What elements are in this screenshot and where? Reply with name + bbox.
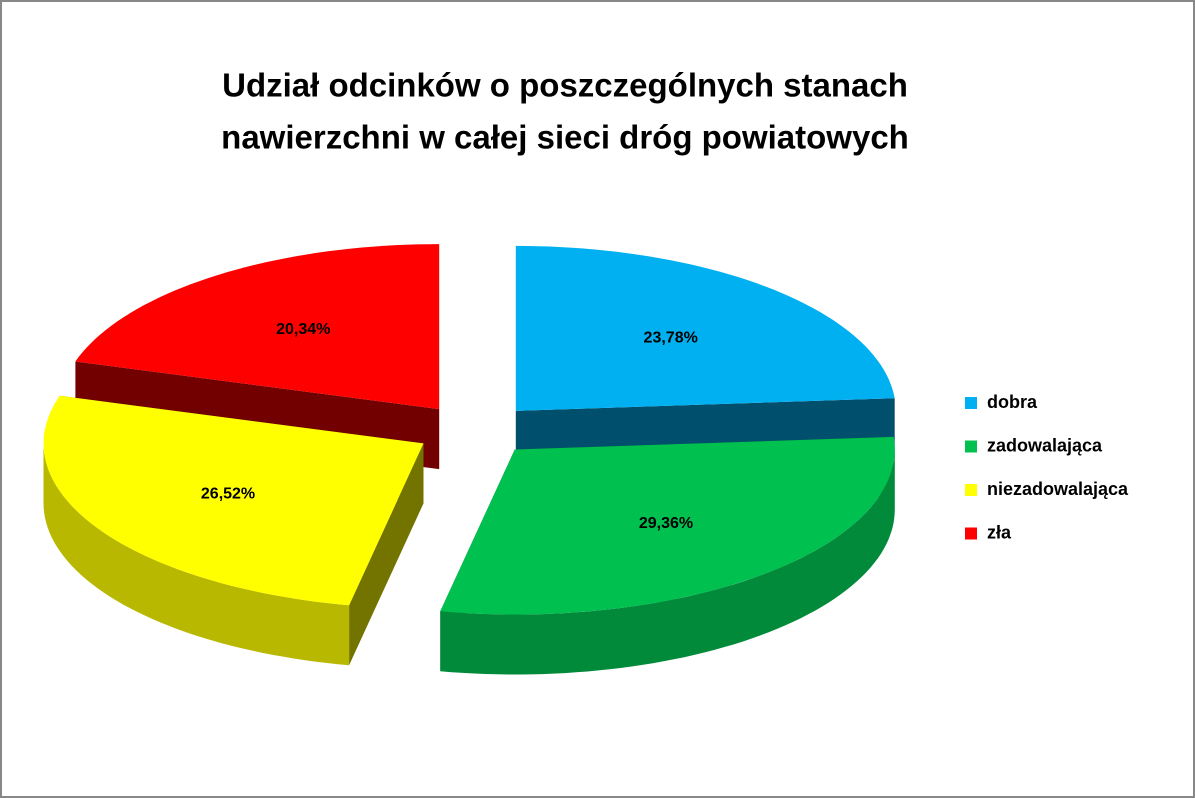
chart-title: nawierzchni w całej sieci dróg powiatowy… xyxy=(221,119,909,156)
slice-side xyxy=(440,449,895,675)
legend-swatch xyxy=(965,527,977,540)
legend-swatch xyxy=(965,397,977,409)
data-label: 26,52% xyxy=(201,486,255,503)
legend-label: zadowalająca xyxy=(987,435,1103,455)
data-label: 20,34% xyxy=(276,321,330,338)
legend-swatch xyxy=(965,484,977,496)
slice xyxy=(440,436,895,615)
data-label: 29,36% xyxy=(639,515,693,532)
legend-label: niezadowalająca xyxy=(987,479,1129,499)
legend-label: zła xyxy=(987,522,1012,542)
legend-swatch xyxy=(965,440,977,453)
slice-side xyxy=(43,443,350,666)
slice xyxy=(75,244,440,410)
data-label: 23,78% xyxy=(644,329,698,346)
slice xyxy=(440,436,895,675)
chart-title: Udział odcinków o poszczególnych stanach xyxy=(222,67,908,104)
legend-label: dobra xyxy=(987,392,1038,412)
slice xyxy=(515,245,895,411)
slice xyxy=(43,395,424,606)
slice xyxy=(43,395,424,666)
